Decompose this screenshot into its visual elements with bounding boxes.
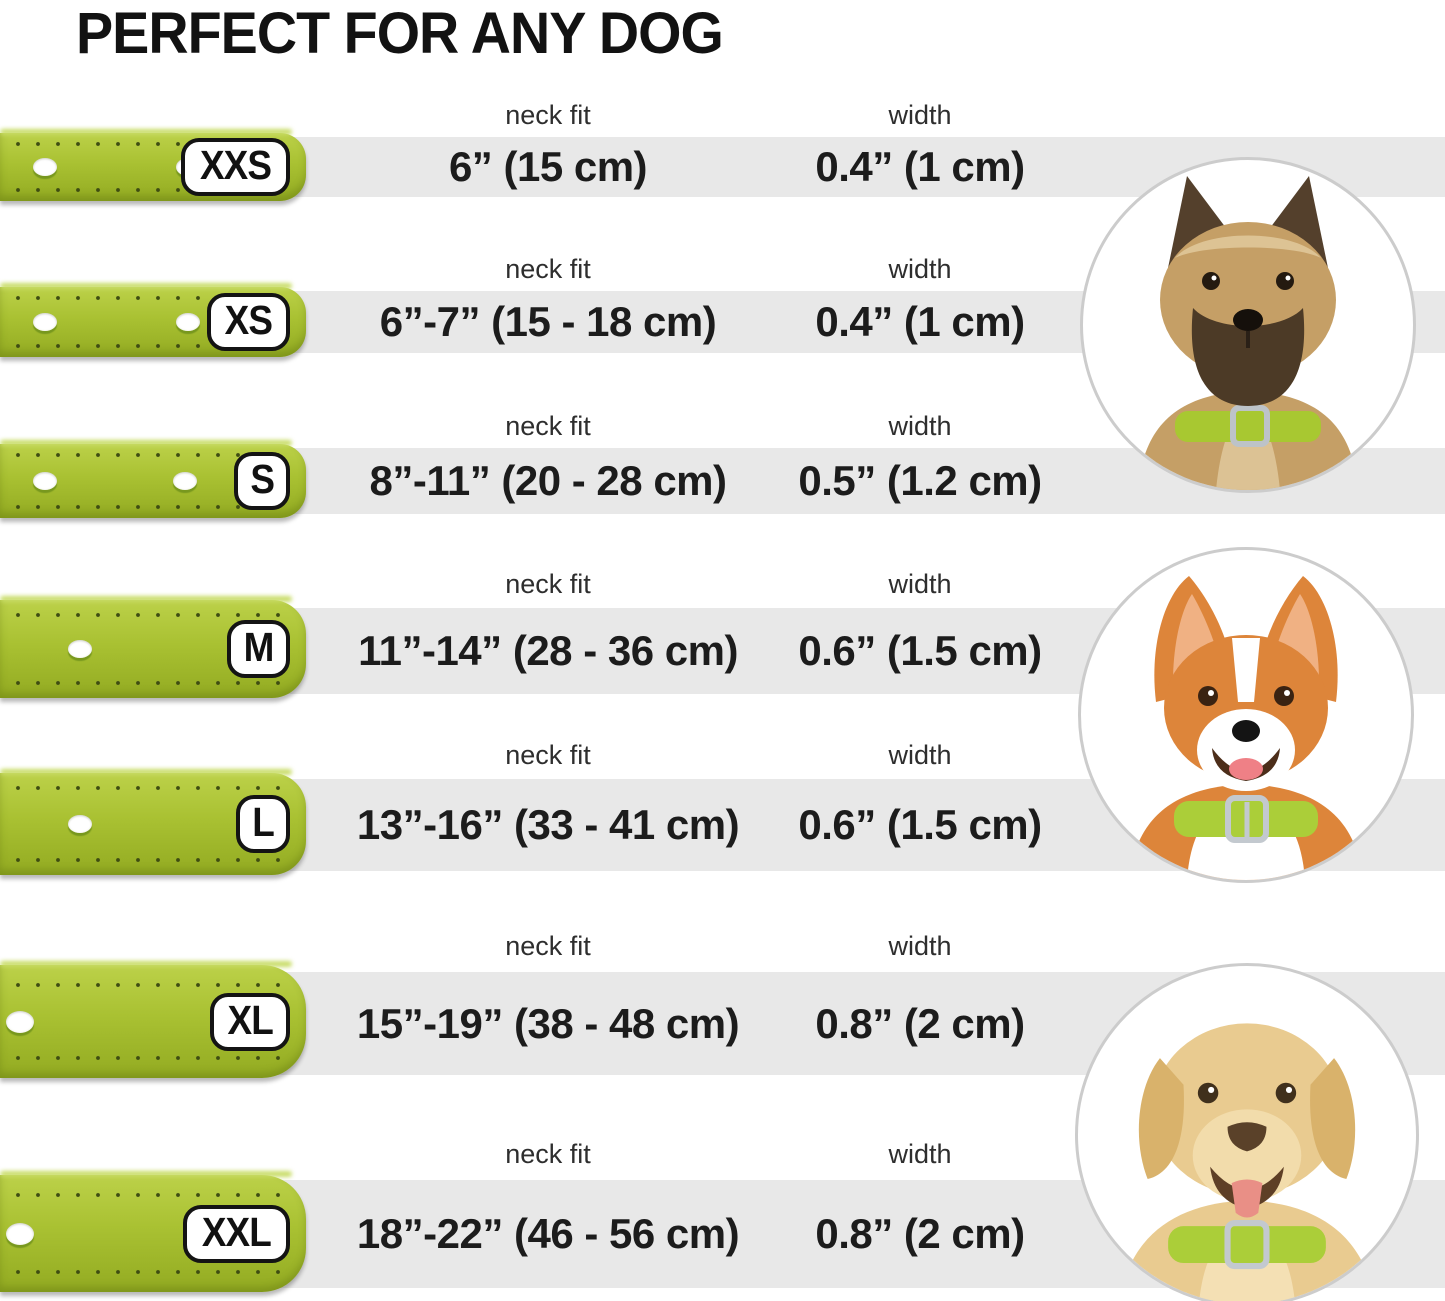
width-header: width xyxy=(888,100,952,130)
width-value: 0.8” (2 cm) xyxy=(815,999,1025,1047)
width-header: width xyxy=(888,740,952,770)
column-headers-row-xxs: neck fit width xyxy=(0,99,1445,131)
page-title: PERFECT FOR ANY DOG xyxy=(76,1,724,66)
collar-strap-m: M xyxy=(0,600,306,698)
neck-fit-header: neck fit xyxy=(505,411,591,441)
neck-fit-value: 15”-19” (38 - 48 cm) xyxy=(356,999,740,1047)
stitching xyxy=(8,141,286,147)
stitching xyxy=(8,612,286,618)
width-value: 0.4” (1 cm) xyxy=(815,298,1025,345)
size-badge-label: L xyxy=(252,799,275,845)
collar-strap-xxl: XXL xyxy=(0,1175,306,1292)
size-badge-l: L xyxy=(235,795,290,853)
stitching xyxy=(8,343,286,349)
stitching xyxy=(8,295,286,301)
size-badge-label: XXS xyxy=(199,142,272,188)
width-header: width xyxy=(888,931,952,961)
neck-fit-header: neck fit xyxy=(505,569,591,599)
neck-fit-value: 6” (15 cm) xyxy=(448,143,648,190)
collar-hole xyxy=(176,313,200,331)
width-header: width xyxy=(888,411,952,441)
column-headers-row-m: neck fit width xyxy=(0,568,1445,600)
collar-hole xyxy=(68,815,92,833)
labrador-illustration xyxy=(1119,1023,1375,1301)
collar-strap-xxs: XXS xyxy=(0,133,306,201)
neck-fit-header: neck fit xyxy=(505,740,591,770)
stitching xyxy=(8,1269,286,1275)
neck-fit-value: 13”-16” (33 - 41 cm) xyxy=(356,801,740,848)
stitching xyxy=(8,187,286,193)
column-headers-row-xxl: neck fit width xyxy=(0,1138,1445,1170)
neck-fit-value: 8”-11” (20 - 28 cm) xyxy=(369,457,727,504)
stitching xyxy=(8,1055,286,1061)
column-headers-row-l: neck fit width xyxy=(0,739,1445,771)
collar-hole xyxy=(6,1010,34,1033)
collar-hole xyxy=(33,313,57,331)
size-badge-label: S xyxy=(249,456,275,502)
dog-photo-terrier xyxy=(1080,157,1416,493)
size-badge-label: XS xyxy=(224,297,273,343)
neck-fit-header: neck fit xyxy=(505,1139,591,1169)
size-badge-label: XXL xyxy=(202,1208,272,1255)
neck-fit-value: 11”-14” (28 - 36 cm) xyxy=(358,627,738,674)
collar-hole xyxy=(33,472,57,490)
collar-hole xyxy=(68,640,92,658)
neck-fit-header: neck fit xyxy=(505,254,591,284)
size-badge-xxl: XXL xyxy=(183,1204,290,1263)
width-header: width xyxy=(888,1139,952,1169)
stitching xyxy=(8,1192,286,1198)
dog-photo-labrador xyxy=(1075,963,1419,1301)
stitching xyxy=(8,857,286,863)
column-headers-row-xs: neck fit width xyxy=(0,253,1445,285)
stitching xyxy=(8,785,286,791)
stitching xyxy=(8,680,286,686)
stitching xyxy=(8,982,286,988)
dog-photo-corgi xyxy=(1078,547,1414,883)
collar-hole xyxy=(173,472,197,490)
terrier-illustration xyxy=(1138,176,1358,490)
width-value: 0.5” (1.2 cm) xyxy=(798,457,1042,504)
neck-fit-value: 18”-22” (46 - 56 cm) xyxy=(356,1210,740,1257)
width-value: 0.8” (2 cm) xyxy=(815,1210,1025,1257)
collar-strap-xl: XL xyxy=(0,965,306,1078)
collar-hole xyxy=(6,1222,34,1245)
size-badge-xl: XL xyxy=(209,992,290,1051)
corgi-illustration xyxy=(1129,576,1363,880)
width-value: 0.4” (1 cm) xyxy=(815,143,1025,190)
collar-hole xyxy=(33,158,57,176)
column-headers-row-s: neck fit width xyxy=(0,410,1445,442)
collar-strap-xs: XS xyxy=(0,287,306,357)
width-header: width xyxy=(888,569,952,599)
size-badge-m: M xyxy=(226,620,290,678)
neck-fit-header: neck fit xyxy=(505,100,591,130)
width-value: 0.6” (1.5 cm) xyxy=(798,801,1042,848)
size-badge-s: S xyxy=(233,452,290,510)
neck-fit-value: 6”-7” (15 - 18 cm) xyxy=(379,298,717,345)
size-badge-xxs: XXS xyxy=(180,138,290,196)
column-headers-row-xl: neck fit width xyxy=(0,930,1445,962)
size-badge-xs: XS xyxy=(207,293,290,351)
size-badge-label: XL xyxy=(227,996,273,1043)
neck-fit-header: neck fit xyxy=(505,931,591,961)
collar-strap-s: S xyxy=(0,444,306,518)
stitching xyxy=(8,504,286,510)
stitching xyxy=(8,452,286,458)
width-value: 0.6” (1.5 cm) xyxy=(798,627,1042,674)
size-badge-label: M xyxy=(243,624,275,670)
width-header: width xyxy=(888,254,952,284)
collar-strap-l: L xyxy=(0,773,306,875)
